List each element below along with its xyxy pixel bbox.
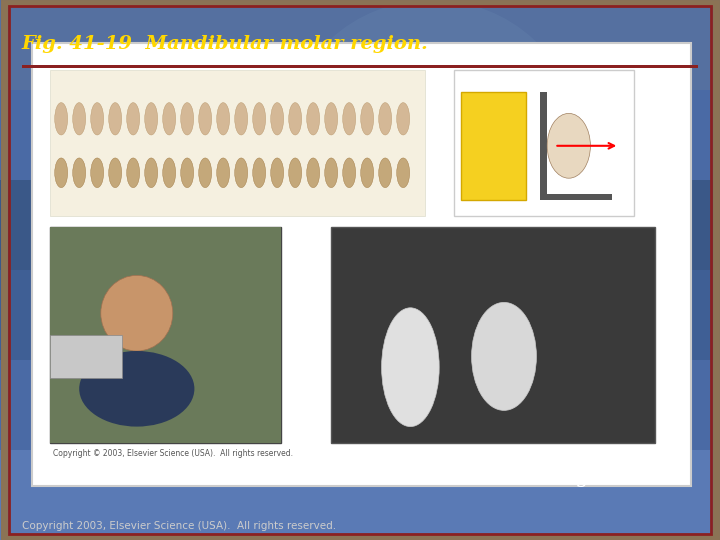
Ellipse shape [127,158,140,187]
Text: Copyright 2003, Elsevier Science (USA).  All rights reserved.: Copyright 2003, Elsevier Science (USA). … [22,521,336,531]
Ellipse shape [216,135,504,405]
Bar [50,335,122,378]
Ellipse shape [253,103,266,135]
Ellipse shape [199,158,212,187]
Bar [0,0,720,90]
Bar [540,194,612,200]
Bar [0,450,720,540]
Ellipse shape [472,302,536,410]
Bar [22,65,698,68]
Bar [0,180,720,270]
Bar [0,270,720,360]
Bar [50,70,425,216]
Bar [0,360,720,450]
Ellipse shape [217,158,230,187]
Ellipse shape [289,158,302,187]
Ellipse shape [343,158,356,187]
Ellipse shape [145,103,158,135]
Ellipse shape [379,103,392,135]
Ellipse shape [217,103,230,135]
Ellipse shape [101,275,173,351]
Ellipse shape [307,103,320,135]
Ellipse shape [235,158,248,187]
Bar [32,43,691,486]
Ellipse shape [163,158,176,187]
Ellipse shape [361,103,374,135]
Ellipse shape [288,0,576,270]
Ellipse shape [91,158,104,187]
Ellipse shape [235,103,248,135]
Ellipse shape [55,103,68,135]
Ellipse shape [379,158,392,187]
Bar [540,92,547,200]
Ellipse shape [199,103,212,135]
Ellipse shape [163,103,176,135]
Ellipse shape [91,103,104,135]
Bar [50,227,281,443]
Ellipse shape [307,158,320,187]
Ellipse shape [325,158,338,187]
Ellipse shape [271,103,284,135]
Ellipse shape [73,103,86,135]
Ellipse shape [108,54,396,324]
Ellipse shape [397,103,410,135]
Bar [461,92,526,200]
Ellipse shape [145,158,158,187]
Ellipse shape [253,158,266,187]
Ellipse shape [382,308,439,427]
Ellipse shape [181,103,194,135]
Ellipse shape [181,158,194,187]
Ellipse shape [109,103,122,135]
Bar [454,70,634,216]
Ellipse shape [55,158,68,187]
Ellipse shape [325,103,338,135]
Ellipse shape [343,103,356,135]
Bar [0,90,720,180]
Text: Copyright © 2003, Elsevier Science (USA).  All rights reserved.: Copyright © 2003, Elsevier Science (USA)… [53,449,293,458]
Text: Fig. 41-19  Mandibular molar region.: Fig. 41-19 Mandibular molar region. [22,35,428,52]
Ellipse shape [109,158,122,187]
Bar [50,227,281,443]
Ellipse shape [361,158,374,187]
Ellipse shape [397,158,410,187]
Bar [331,227,655,443]
Ellipse shape [73,158,86,187]
Ellipse shape [127,103,140,135]
Text: Fig. 41-19: Fig. 41-19 [554,468,662,487]
Ellipse shape [289,103,302,135]
Ellipse shape [547,113,590,178]
Ellipse shape [79,351,194,427]
Ellipse shape [271,158,284,187]
